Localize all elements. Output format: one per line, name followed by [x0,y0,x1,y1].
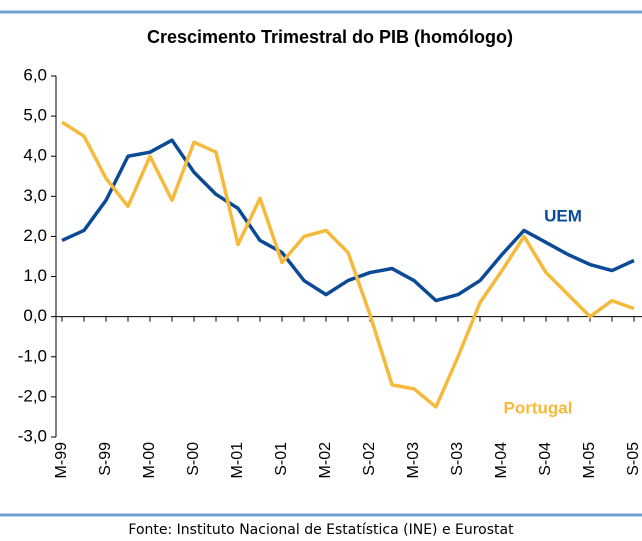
x-tick-label: M-05 [581,442,598,479]
x-tick-label: M-99 [53,442,70,479]
x-tick-label: M-02 [317,442,334,479]
y-tick-label: 5,0 [23,106,47,125]
y-tick-label: 2,0 [23,226,47,245]
x-tick-label: S-04 [537,442,554,476]
x-tick-label: M-00 [141,442,158,479]
y-tick-label: -2,0 [18,386,47,405]
x-tick-label: S-02 [361,442,378,476]
y-tick-label: 1,0 [23,266,47,285]
y-tick-label: 4,0 [23,146,47,165]
x-tick-label: S-01 [273,442,290,476]
x-tick-label: S-05 [625,442,642,476]
series-line [61,138,635,303]
series-label: Portugal [504,398,573,417]
y-tick-label: 6,0 [23,65,47,84]
y-tick-label: -1,0 [18,346,47,365]
chart-title: Crescimento Trimestral do PIB (homólogo) [147,27,513,47]
x-tick-label: S-99 [97,442,114,476]
series-label: UEM [544,206,582,225]
x-tick-label: M-03 [405,442,422,479]
source-note: Fonte: Instituto Nacional de Estatística… [128,522,514,538]
y-tick-label: 3,0 [23,186,47,205]
x-tick-label: M-04 [493,442,510,479]
series-line [61,120,635,409]
x-tick-label: S-00 [185,442,202,476]
y-tick-label: 0,0 [23,306,47,325]
x-tick-label: M-01 [229,442,246,479]
x-tick-label: S-03 [449,442,466,476]
y-tick-label: -3,0 [18,426,47,445]
